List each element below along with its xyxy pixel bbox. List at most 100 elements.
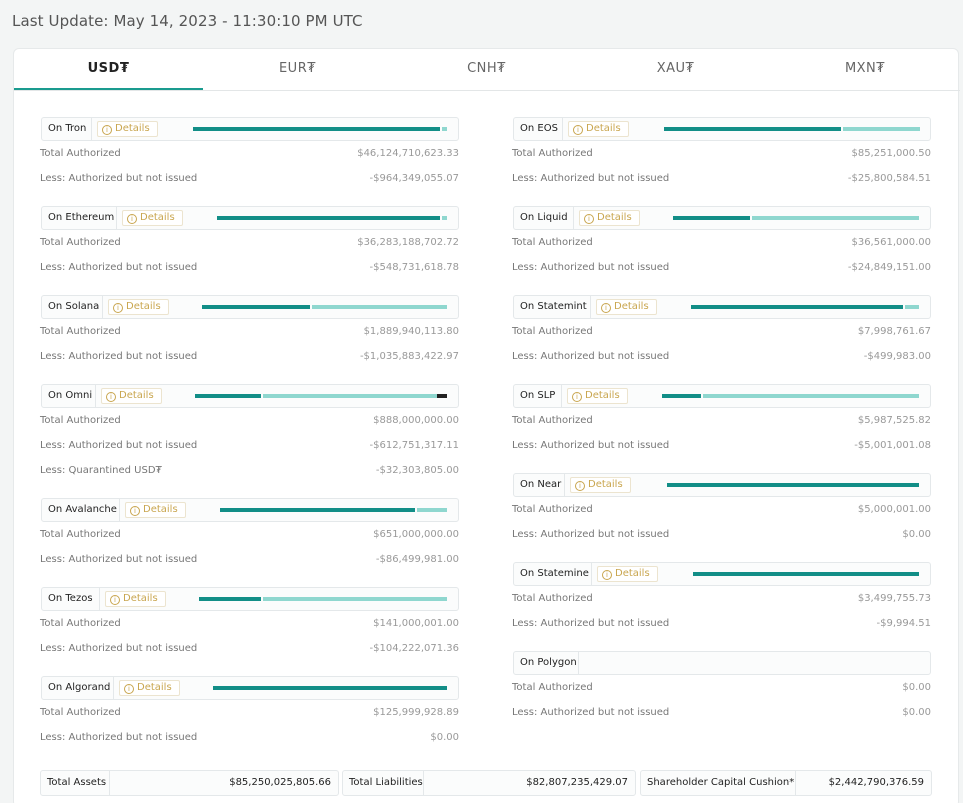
chain-row-less-authorized-but-not-issued: Less: Authorized but not issued -$1,035,8…	[40, 344, 459, 369]
issued-segment	[667, 483, 919, 487]
chain-header: On Near i Details	[513, 473, 931, 497]
details-button[interactable]: i Details	[108, 299, 169, 315]
details-button[interactable]: i Details	[119, 680, 180, 696]
chain-on-statemine: On Statemine i Details Total Authorized $3,4…	[512, 562, 931, 636]
details-button[interactable]: i Details	[570, 477, 631, 493]
chain-header: On Statemint i Details	[513, 295, 931, 319]
details-label: Details	[614, 301, 649, 312]
row-value: $5,000,001.00	[857, 504, 931, 515]
total-liabilities-value: $82,807,235,429.07	[526, 777, 628, 788]
issued-segment	[213, 686, 447, 690]
issuance-bar	[195, 394, 447, 398]
issuance-bar	[213, 686, 447, 690]
chain-row-less-quarantined-usd: Less: Quarantined USD₮ -$32,303,805.00	[40, 458, 459, 483]
total-liabilities-label: Total Liabilities	[349, 777, 423, 788]
tab-usdt[interactable]: USD₮	[14, 49, 203, 90]
header-divider	[113, 677, 114, 699]
details-button[interactable]: i Details	[567, 388, 628, 404]
not-issued-segment	[263, 394, 437, 398]
issued-segment	[199, 597, 261, 601]
chain-row-total-authorized: Total Authorized $0.00	[512, 675, 931, 700]
tab-xaut[interactable]: XAU₮	[656, 61, 695, 76]
details-button[interactable]: i Details	[125, 502, 186, 518]
details-label: Details	[115, 123, 150, 134]
tab-eurt[interactable]: EUR₮	[278, 61, 317, 76]
header-divider	[91, 118, 92, 140]
issuance-bar	[664, 127, 920, 131]
chain-on-ethereum: On Ethereum i Details Total Authorized $36,2…	[40, 206, 459, 280]
issued-segment	[693, 572, 919, 576]
details-button[interactable]: i Details	[596, 299, 657, 315]
chain-header: On Solana i Details	[41, 295, 459, 319]
header-divider	[591, 563, 592, 585]
chain-on-tezos: On Tezos i Details Total Authorized $141,000…	[40, 587, 459, 661]
details-label: Details	[126, 301, 161, 312]
chain-row-less-authorized-but-not-issued: Less: Authorized but not issued -$499,983…	[512, 344, 931, 369]
chain-on-solana: On Solana i Details Total Authorized $1,889,…	[40, 295, 459, 369]
issuance-bar	[193, 127, 447, 131]
row-value: $36,561,000.00	[851, 237, 931, 248]
row-label: Less: Authorized but not issued	[512, 618, 670, 629]
header-divider	[561, 385, 562, 407]
chain-header: On Statemine i Details	[513, 562, 931, 586]
chain-row-total-authorized: Total Authorized $36,561,000.00	[512, 230, 931, 255]
chain-row-total-authorized: Total Authorized $46,124,710,623.33	[40, 141, 459, 166]
chain-row-less-authorized-but-not-issued: Less: Authorized but not issued $0.00	[512, 700, 931, 725]
tab-mxnt[interactable]: MXN₮	[844, 61, 886, 76]
not-issued-segment	[417, 508, 447, 512]
totals-row: Total Assets $85,250,025,805.66 Total Li…	[40, 770, 960, 796]
not-issued-segment	[442, 216, 447, 220]
details-button[interactable]: i Details	[101, 388, 162, 404]
row-label: Less: Authorized but not issued	[40, 173, 198, 184]
chain-row-less-authorized-but-not-issued: Less: Authorized but not issued -$9,994.5…	[512, 611, 931, 636]
info-icon: i	[106, 392, 116, 402]
details-button[interactable]: i Details	[579, 210, 640, 226]
details-label: Details	[586, 123, 621, 134]
details-button[interactable]: i Details	[568, 121, 629, 137]
chain-on-tron: On Tron i Details Total Authorized $46,124,7…	[40, 117, 459, 191]
chain-row-total-authorized: Total Authorized $5,987,525.82	[512, 408, 931, 433]
details-button[interactable]: i Details	[105, 591, 166, 607]
chain-on-avalanche: On Avalanche i Details Total Authorized $651…	[40, 498, 459, 572]
chain-header: On EOS i Details	[513, 117, 931, 141]
row-label: Total Authorized	[512, 415, 593, 426]
chain-row-less-authorized-but-not-issued: Less: Authorized but not issued -$964,349…	[40, 166, 459, 191]
chain-header: On SLP i Details	[513, 384, 931, 408]
chain-on-algorand: On Algorand i Details Total Authorized $125,…	[40, 676, 459, 750]
details-label: Details	[615, 568, 650, 579]
details-button[interactable]: i Details	[97, 121, 158, 137]
chain-on-slp: On SLP i Details Total Authorized $5,987,525…	[512, 384, 931, 458]
issued-segment	[195, 394, 261, 398]
details-label: Details	[123, 593, 158, 604]
currency-tabs: USD₮ EUR₮ CNH₮ XAU₮ MXN₮	[14, 49, 960, 91]
row-label: Less: Authorized but not issued	[512, 707, 670, 718]
tab-cnht[interactable]: CNH₮	[467, 61, 506, 76]
info-icon: i	[573, 125, 583, 135]
total-assets: Total Assets $85,250,025,805.66	[40, 770, 339, 796]
row-value: $5,987,525.82	[857, 415, 931, 426]
row-value: $888,000,000.00	[373, 415, 459, 426]
details-label: Details	[119, 390, 154, 401]
details-button[interactable]: i Details	[122, 210, 183, 226]
not-issued-segment	[905, 305, 919, 309]
row-value: $7,998,761.67	[857, 326, 931, 337]
chain-name: On Tezos	[48, 593, 93, 604]
row-value: -$1,035,883,422.97	[359, 351, 459, 362]
row-value: -$86,499,981.00	[375, 554, 459, 565]
row-value: $1,889,940,113.80	[363, 326, 459, 337]
chain-row-total-authorized: Total Authorized $141,000,001.00	[40, 611, 459, 636]
row-label: Less: Quarantined USD₮	[40, 465, 162, 476]
not-issued-segment	[312, 305, 447, 309]
shareholder-capital-cushion: Shareholder Capital Cushion* $2,442,790,…	[640, 770, 932, 796]
chain-header: On Polygon	[513, 651, 931, 675]
chain-on-eos: On EOS i Details Total Authorized $85,251,00…	[512, 117, 931, 191]
details-button[interactable]: i Details	[597, 566, 658, 582]
row-label: Less: Authorized but not issued	[40, 440, 198, 451]
row-value: -$964,349,055.07	[369, 173, 460, 184]
chain-row-less-authorized-but-not-issued: Less: Authorized but not issued -$86,499,…	[40, 547, 459, 572]
chain-row-less-authorized-but-not-issued: Less: Authorized but not issued -$24,849,…	[512, 255, 931, 280]
chain-row-total-authorized: Total Authorized $7,998,761.67	[512, 319, 931, 344]
chain-header: On Tron i Details	[41, 117, 459, 141]
issued-segment	[202, 305, 310, 309]
chain-name: On Statemint	[520, 301, 587, 312]
